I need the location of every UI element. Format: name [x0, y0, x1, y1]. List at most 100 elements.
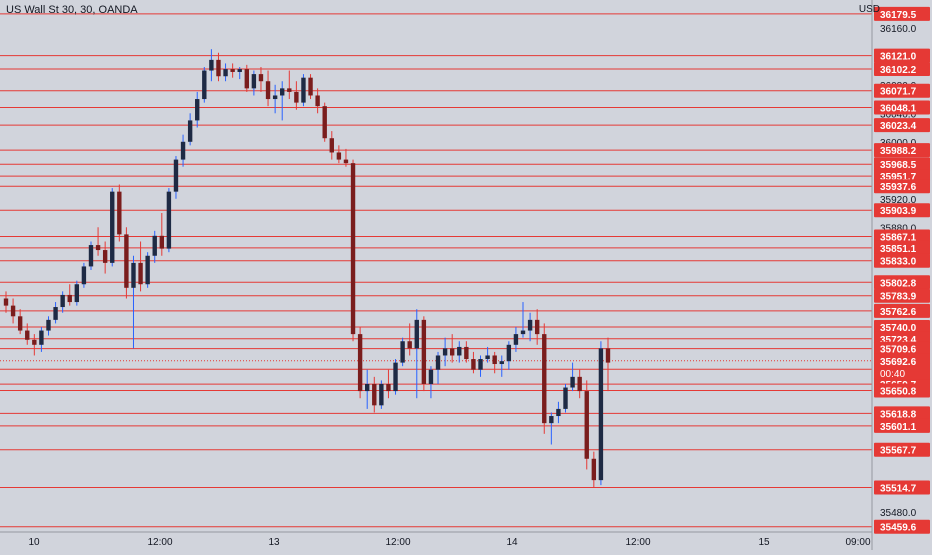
candle-body [449, 348, 455, 356]
candle-body [272, 95, 278, 100]
y-tick-label: 36040.0 [880, 109, 917, 120]
level-price-label: 36102.2 [880, 65, 917, 76]
level-price-label: 36023.4 [880, 121, 917, 132]
x-tick-label: 13 [268, 537, 280, 548]
level-price-tag [874, 240, 930, 255]
candle-body [152, 235, 157, 256]
candle-body [506, 344, 512, 362]
y-tick-label: 36160.0 [880, 24, 917, 35]
candle-body [315, 95, 320, 107]
level-price-label: 35833.0 [880, 257, 917, 268]
candle-body [39, 330, 44, 345]
level-price-tag [874, 418, 930, 433]
currency-label: USD [858, 4, 880, 15]
candle-body [131, 262, 136, 288]
candle-body [372, 383, 377, 406]
candle-body [3, 298, 9, 306]
level-price-label: 35567.7 [880, 446, 917, 457]
candle-body [485, 355, 490, 360]
candle-body [53, 307, 58, 320]
candle-body [421, 319, 427, 384]
candle-body [570, 376, 575, 388]
level-price-tag [874, 303, 930, 318]
candle-body [591, 458, 597, 481]
candle-body [457, 346, 462, 356]
candle-body [520, 330, 526, 335]
level-price-tag [874, 275, 930, 290]
level-price-label: 35459.6 [880, 523, 917, 534]
level-price-tag [874, 253, 930, 268]
candle-body [230, 69, 235, 72]
candle-body [386, 383, 391, 392]
candle-body [350, 163, 356, 335]
level-price-tag [874, 480, 930, 495]
candle-body [180, 141, 186, 160]
candle-body [110, 191, 115, 263]
candle-body [428, 369, 434, 384]
candle-body [244, 69, 249, 89]
candle-body [95, 245, 101, 251]
level-price-label: 36121.0 [880, 52, 917, 63]
price-axis[interactable]: 36160.036080.036040.036000.035920.035880… [871, 0, 932, 550]
level-price-tag [874, 288, 930, 303]
level-price-label: 35740.0 [880, 323, 917, 334]
level-price-label: 35514.7 [880, 483, 917, 494]
candle-body [280, 88, 285, 96]
candle-body [534, 319, 540, 335]
level-price-label: 35937.6 [880, 182, 917, 193]
candle-body [287, 88, 292, 92]
candle-body [32, 339, 37, 345]
time-axis[interactable]: 10 12:00 13 12:00 14 12:00 15 09:00 [0, 531, 872, 548]
candle-body [379, 383, 384, 406]
candle-body [442, 348, 448, 356]
level-price-label: 36048.1 [880, 104, 917, 115]
candle-body [471, 359, 476, 370]
candle-body [166, 191, 172, 249]
candle-body [542, 334, 547, 424]
y-tick-label: 35880.0 [880, 223, 917, 234]
x-tick-label: 12:00 [385, 537, 410, 548]
current-price-label: 35692.6 [880, 357, 917, 368]
level-price-label: 35951.7 [880, 172, 917, 183]
candle-body [527, 319, 533, 331]
level-price-tag [874, 48, 930, 63]
candle-body [343, 159, 349, 164]
candle-body [187, 120, 193, 142]
level-price-label: 35601.1 [880, 422, 917, 433]
level-price-label: 35903.9 [880, 206, 917, 217]
candle-body [117, 191, 122, 235]
x-tick-label: 09:00 [845, 537, 870, 548]
level-price-label: 35802.8 [880, 278, 917, 289]
candle-body [400, 341, 405, 363]
level-lines [0, 13, 872, 528]
level-price-tag [874, 442, 930, 457]
candle-body [336, 152, 342, 160]
x-tick-label: 10 [28, 537, 40, 548]
level-price-tag [874, 143, 930, 158]
level-price-tag [874, 203, 930, 218]
candle-body [81, 266, 87, 285]
candle-body [393, 362, 398, 392]
candle-body [556, 408, 561, 417]
level-price-label: 35851.1 [880, 244, 917, 255]
level-price-label: 35650.8 [880, 387, 917, 398]
candle-body [605, 348, 611, 363]
candle-body [308, 77, 313, 96]
candle-body [584, 391, 589, 459]
candle-body [435, 355, 441, 370]
candle-body [478, 359, 483, 370]
candle-body [499, 361, 504, 365]
candle-body [102, 250, 108, 263]
level-price-tag [874, 319, 930, 334]
level-price-tag [874, 6, 930, 21]
y-tick-label: 35920.0 [880, 195, 917, 206]
candle-body [195, 99, 200, 121]
candle-body [223, 69, 228, 77]
level-price-label: 35709.6 [880, 345, 917, 356]
candle-body [464, 346, 469, 360]
level-price-tag [874, 157, 930, 172]
level-price-label: 35968.5 [880, 160, 917, 171]
level-price-tag [874, 118, 930, 133]
